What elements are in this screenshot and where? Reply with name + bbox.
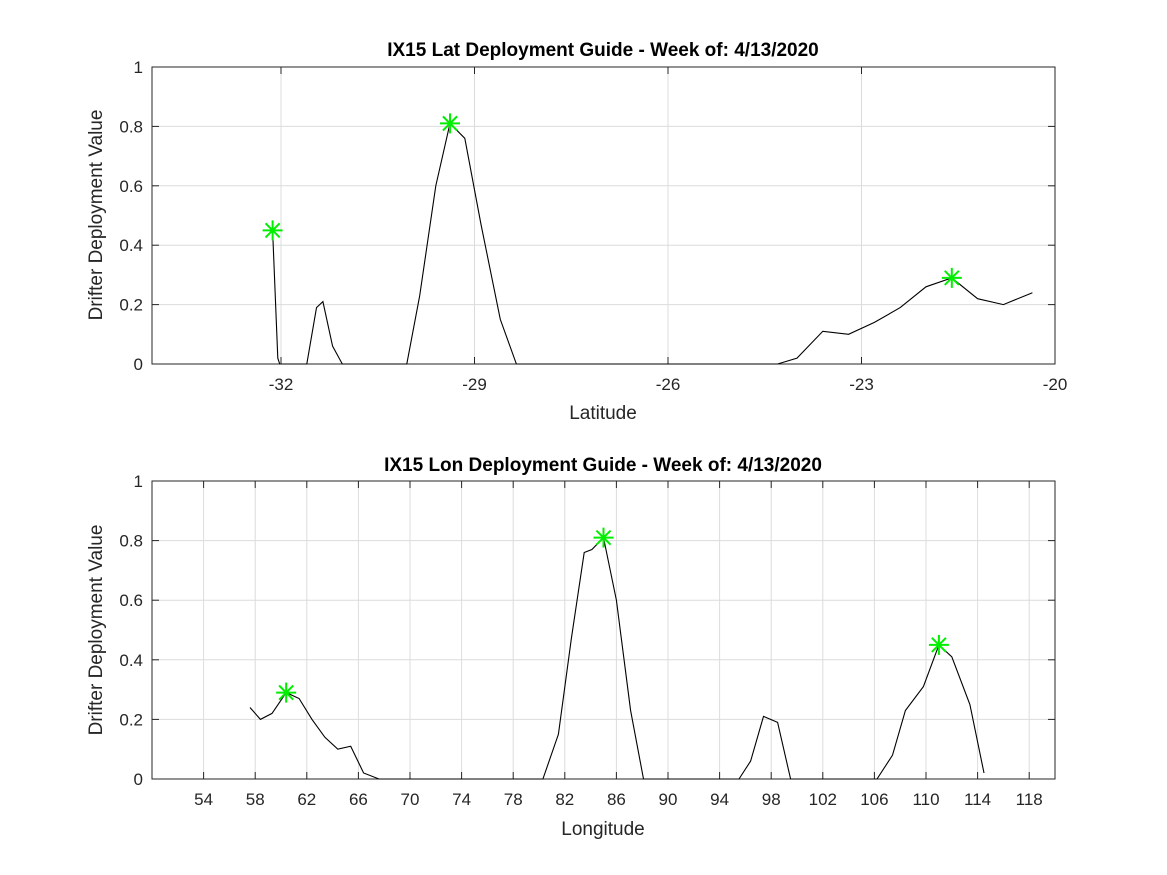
lat-xtick-label: -23 bbox=[849, 375, 874, 394]
lon-ytick-label: 1 bbox=[134, 472, 143, 491]
lon-plot-ylabel: Drifter Deployment Value bbox=[86, 525, 107, 736]
lat-xtick-label: -20 bbox=[1043, 375, 1068, 394]
lat-peak-marker bbox=[941, 267, 962, 288]
lat-series-line bbox=[272, 122, 1033, 365]
lon-xtick-label: 74 bbox=[452, 790, 471, 809]
lon-xtick-label: 94 bbox=[710, 790, 729, 809]
lon-xtick-label: 114 bbox=[964, 790, 991, 809]
lon-xtick-label: 78 bbox=[504, 790, 523, 809]
lon-series-line bbox=[249, 536, 985, 780]
lon-xtick-label: 118 bbox=[1016, 790, 1043, 809]
lon-peak-marker bbox=[593, 527, 614, 548]
lon-xtick-label: 110 bbox=[912, 790, 939, 809]
lon-plot-xlabel: Longitude bbox=[561, 819, 644, 840]
lat-ytick-label: 0.4 bbox=[119, 236, 143, 255]
lon-xtick-label: 82 bbox=[555, 790, 574, 809]
lon-ytick-label: 0 bbox=[134, 770, 143, 789]
lon-xtick-label: 86 bbox=[607, 790, 626, 809]
lat-plot-ylabel: Drifter Deployment Value bbox=[86, 110, 107, 321]
lon-xtick-label: 66 bbox=[349, 790, 368, 809]
lon-ytick-label: 0.6 bbox=[119, 591, 143, 610]
lat-plot: IX15 Lat Deployment Guide - Week of: 4/1… bbox=[86, 40, 1067, 424]
lon-axes-box bbox=[151, 480, 1056, 780]
lat-ytick-label: 1 bbox=[134, 58, 143, 77]
lon-ytick-label: 0.4 bbox=[119, 651, 143, 670]
lat-peak-marker bbox=[262, 220, 283, 241]
lat-plot-title: IX15 Lat Deployment Guide - Week of: 4/1… bbox=[387, 40, 819, 61]
lon-plot: IX15 Lon Deployment Guide - Week of: 4/1… bbox=[86, 455, 1056, 840]
lon-xtick-label: 62 bbox=[297, 790, 316, 809]
lon-xtick-label: 90 bbox=[659, 790, 678, 809]
lon-peak-marker bbox=[276, 682, 297, 703]
lon-xtick-label: 106 bbox=[860, 790, 888, 809]
lon-peak-marker bbox=[928, 634, 949, 655]
lat-ytick-label: 0.2 bbox=[119, 296, 143, 315]
lat-axes-box bbox=[151, 66, 1056, 365]
lon-ytick-label: 0.2 bbox=[119, 710, 143, 729]
lon-ytick-label: 0.8 bbox=[119, 532, 143, 551]
lat-plot-xlabel: Latitude bbox=[569, 403, 637, 424]
lat-peak-marker bbox=[439, 113, 460, 134]
lon-xtick-label: 102 bbox=[809, 790, 837, 809]
lat-xtick-label: -26 bbox=[656, 375, 681, 394]
lat-ytick-label: 0.6 bbox=[119, 177, 143, 196]
lon-xtick-label: 70 bbox=[401, 790, 420, 809]
lat-ytick-label: 0.8 bbox=[119, 117, 143, 136]
lat-xtick-label: -32 bbox=[269, 375, 294, 394]
lat-xtick-label: -29 bbox=[462, 375, 487, 394]
lon-xtick-label: 58 bbox=[246, 790, 265, 809]
lon-xtick-label: 54 bbox=[194, 790, 213, 809]
lon-plot-title: IX15 Lon Deployment Guide - Week of: 4/1… bbox=[384, 455, 822, 476]
lat-ytick-label: 0 bbox=[134, 355, 143, 374]
lon-xtick-label: 98 bbox=[762, 790, 781, 809]
